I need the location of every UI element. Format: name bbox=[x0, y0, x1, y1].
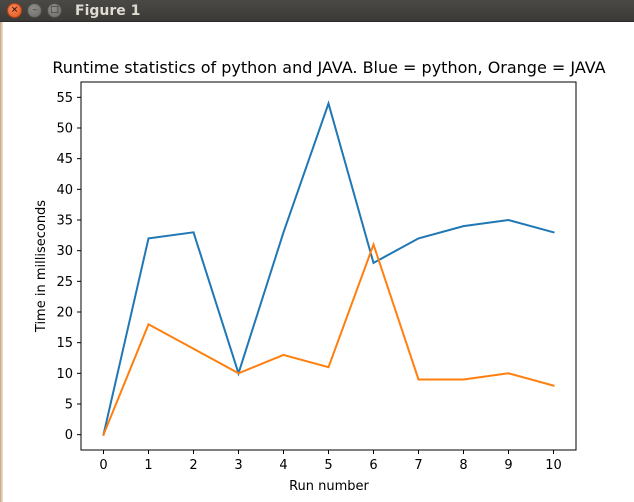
series-lines bbox=[102, 100, 555, 437]
close-button[interactable]: × bbox=[7, 3, 22, 18]
y-tick-label: 20 bbox=[56, 306, 73, 321]
window-titlebar[interactable]: × – □ Figure 1 bbox=[0, 0, 634, 22]
y-axis-ticks: 0 5 10 15 20 25 30 35 40 45 50 55 bbox=[56, 91, 81, 443]
x-tick-label: 10 bbox=[545, 458, 562, 473]
x-tick-label: 6 bbox=[369, 458, 377, 473]
y-tick-label: 45 bbox=[56, 152, 73, 167]
x-axis-ticks: 0 1 2 3 4 5 6 7 8 9 10 bbox=[99, 450, 562, 473]
maximize-button[interactable]: □ bbox=[47, 3, 62, 18]
x-tick-label: 0 bbox=[99, 458, 107, 473]
y-tick-label: 40 bbox=[56, 183, 73, 198]
minimize-button[interactable]: – bbox=[27, 3, 42, 18]
maximize-icon: □ bbox=[50, 5, 59, 15]
y-tick-label: 30 bbox=[56, 244, 73, 259]
chart-title: Runtime statistics of python and JAVA. B… bbox=[52, 58, 605, 77]
series-line-1 bbox=[102, 100, 555, 436]
x-tick-label: 3 bbox=[234, 458, 242, 473]
x-axis-label: Run number bbox=[289, 479, 369, 494]
plot-area-frame bbox=[80, 81, 577, 451]
y-tick-label: 55 bbox=[56, 91, 73, 106]
y-tick-label: 15 bbox=[56, 336, 73, 351]
x-tick-label: 2 bbox=[189, 458, 197, 473]
series-line-2 bbox=[102, 241, 555, 437]
window-left-edge bbox=[0, 22, 3, 502]
x-tick-label: 8 bbox=[459, 458, 467, 473]
y-tick-label: 5 bbox=[65, 398, 73, 413]
y-tick-label: 35 bbox=[56, 214, 73, 229]
y-tick-label: 25 bbox=[56, 275, 73, 290]
x-tick-label: 9 bbox=[504, 458, 512, 473]
close-icon: × bbox=[10, 5, 19, 15]
x-tick-label: 1 bbox=[144, 458, 152, 473]
y-tick-label: 50 bbox=[56, 122, 73, 137]
minimize-icon: – bbox=[32, 5, 37, 15]
y-tick-label: 0 bbox=[65, 428, 73, 443]
y-tick-label: 10 bbox=[56, 367, 73, 382]
x-tick-label: 4 bbox=[279, 458, 287, 473]
y-axis-label: Time in milliseconds bbox=[34, 200, 49, 333]
x-tick-label: 7 bbox=[414, 458, 422, 473]
window-title: Figure 1 bbox=[75, 3, 141, 19]
x-tick-label: 5 bbox=[324, 458, 332, 473]
